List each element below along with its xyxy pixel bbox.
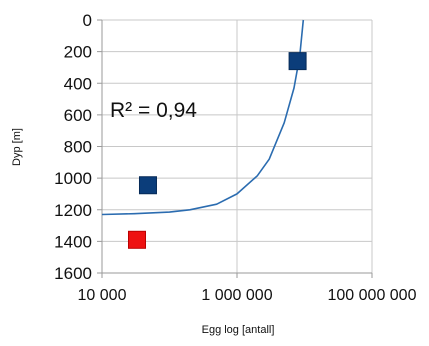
y-tick-label: 400 (64, 74, 92, 93)
y-tick-label: 1000 (54, 169, 92, 188)
x-tick-label: 10 000 (78, 287, 127, 304)
x-tick-label: 1 000 000 (201, 287, 272, 304)
data-points (127, 52, 307, 249)
x-axis-title: Egg log [antall] (202, 324, 275, 336)
y-axis-title: Dyp [m] (11, 128, 23, 166)
x-tick-label: 100 000 000 (328, 287, 417, 304)
y-tick-label: 800 (64, 138, 92, 157)
data-point-1 (288, 52, 307, 71)
tick-labels: 0 200 400 600 800 1000 1200 1400 1600 10 000 1 000… (54, 11, 416, 304)
y-tick-label: 1200 (54, 201, 92, 220)
data-point-2 (138, 176, 157, 195)
y-tick-label: 1600 (54, 264, 92, 283)
trendline-layer (101, 19, 305, 216)
data-point-3 (127, 230, 146, 249)
y-tick-label: 200 (64, 43, 92, 62)
r-squared-annotation: R² = 0,94 (110, 99, 197, 122)
y-tick-label: 600 (64, 106, 92, 125)
axes (97, 19, 373, 278)
trendline (101, 19, 305, 216)
y-tick-label: 0 (83, 11, 92, 30)
y-tick-label: 1400 (54, 232, 92, 251)
